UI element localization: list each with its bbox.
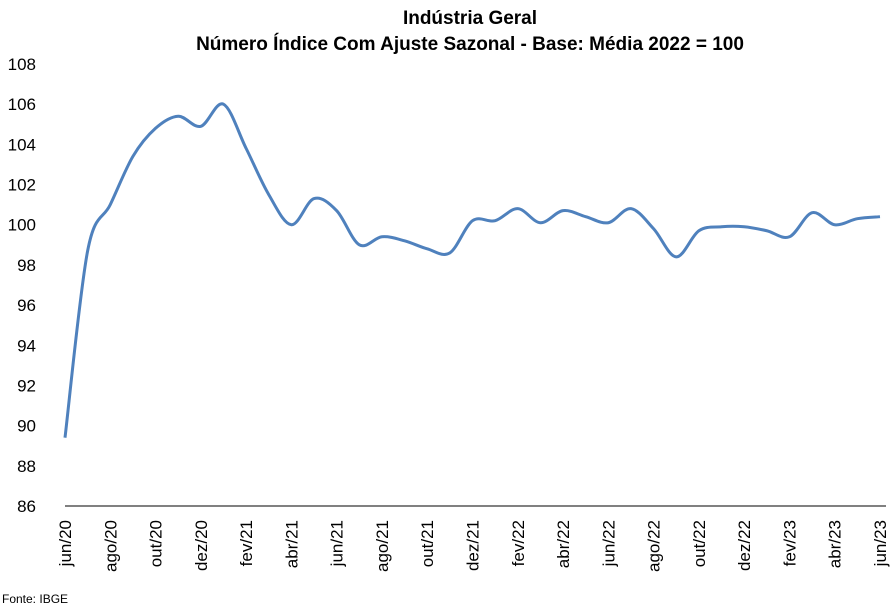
- y-tick-label: 98: [17, 256, 36, 275]
- x-tick-label: jun/21: [328, 520, 347, 567]
- y-tick-label: 90: [17, 417, 36, 436]
- y-tick-label: 106: [8, 95, 36, 114]
- x-tick-label: jun/23: [871, 520, 890, 567]
- data-point: [538, 221, 542, 225]
- data-point: [108, 203, 112, 207]
- data-point: [63, 436, 67, 440]
- chart-title: Indústria Geral: [402, 8, 538, 29]
- x-tick-label: dez/21: [464, 520, 483, 571]
- data-point: [493, 219, 497, 223]
- data-point: [878, 215, 882, 219]
- x-tick-label: dez/20: [192, 520, 211, 571]
- y-tick-label: 94: [17, 336, 36, 355]
- y-tick-label: 88: [17, 457, 36, 476]
- data-point: [584, 215, 588, 219]
- y-tick-label: 102: [8, 176, 36, 195]
- data-point: [697, 229, 701, 233]
- chart-subtitle: Número Índice Com Ajuste Sazonal - Base:…: [196, 34, 744, 55]
- y-tick-label: 104: [8, 135, 36, 154]
- data-point: [742, 225, 746, 229]
- x-tick-label: abr/21: [282, 520, 301, 568]
- data-point: [86, 249, 90, 253]
- x-tick-label: fev/22: [509, 520, 528, 566]
- source-note: Fonte: IBGE: [2, 592, 69, 606]
- x-tick-label: out/21: [418, 520, 437, 567]
- data-point: [855, 217, 859, 221]
- data-point: [471, 219, 475, 223]
- data-point: [244, 146, 248, 150]
- plot-area: [63, 102, 882, 440]
- data-point: [403, 239, 407, 243]
- y-tick-label: 108: [8, 55, 36, 74]
- data-point: [199, 124, 203, 128]
- x-tick-label: jun/22: [599, 520, 618, 567]
- data-point: [335, 209, 339, 213]
- data-point: [357, 243, 361, 247]
- y-tick-label: 96: [17, 296, 36, 315]
- data-point: [833, 223, 837, 227]
- data-point: [810, 211, 814, 215]
- series-line: [63, 102, 881, 438]
- x-tick-label: out/20: [147, 520, 166, 567]
- data-point: [629, 207, 633, 211]
- data-point: [516, 207, 520, 211]
- data-point: [425, 247, 429, 251]
- data-point: [131, 154, 135, 158]
- data-point: [720, 225, 724, 229]
- x-tick-label: jun/20: [56, 520, 75, 567]
- data-point: [221, 102, 225, 106]
- y-axis: 86 88 90 92 94 96 98 100 102 104 106 108: [8, 55, 36, 516]
- data-point: [652, 227, 656, 231]
- data-point: [448, 251, 452, 255]
- x-tick-label: abr/22: [554, 520, 573, 568]
- x-tick-label: ago/21: [373, 520, 392, 572]
- x-tick-label: abr/23: [826, 520, 845, 568]
- y-tick-label: 100: [8, 216, 36, 235]
- x-tick-label: fev/21: [237, 520, 256, 566]
- data-point: [561, 209, 565, 213]
- data-point: [674, 255, 678, 259]
- data-point: [176, 114, 180, 118]
- x-tick-label: fev/23: [780, 520, 799, 566]
- x-tick-label: dez/22: [735, 520, 754, 571]
- data-point: [765, 229, 769, 233]
- y-tick-label: 86: [17, 497, 36, 516]
- chart-title-block: Indústria Geral Número Índice Com Ajuste…: [0, 6, 893, 58]
- x-axis: jun/20 ago/20 out/20 dez/20 fev/21 abr/21 jun/…: [56, 505, 890, 572]
- data-point: [380, 235, 384, 239]
- data-point: [312, 197, 316, 201]
- x-tick-label: ago/20: [101, 520, 120, 572]
- data-point: [606, 221, 610, 225]
- y-tick-label: 92: [17, 376, 36, 395]
- data-point: [267, 193, 271, 197]
- x-tick-label: out/22: [690, 520, 709, 567]
- x-tick-label: ago/22: [645, 520, 664, 572]
- data-point: [289, 223, 293, 227]
- data-point: [787, 235, 791, 239]
- data-point: [154, 126, 158, 130]
